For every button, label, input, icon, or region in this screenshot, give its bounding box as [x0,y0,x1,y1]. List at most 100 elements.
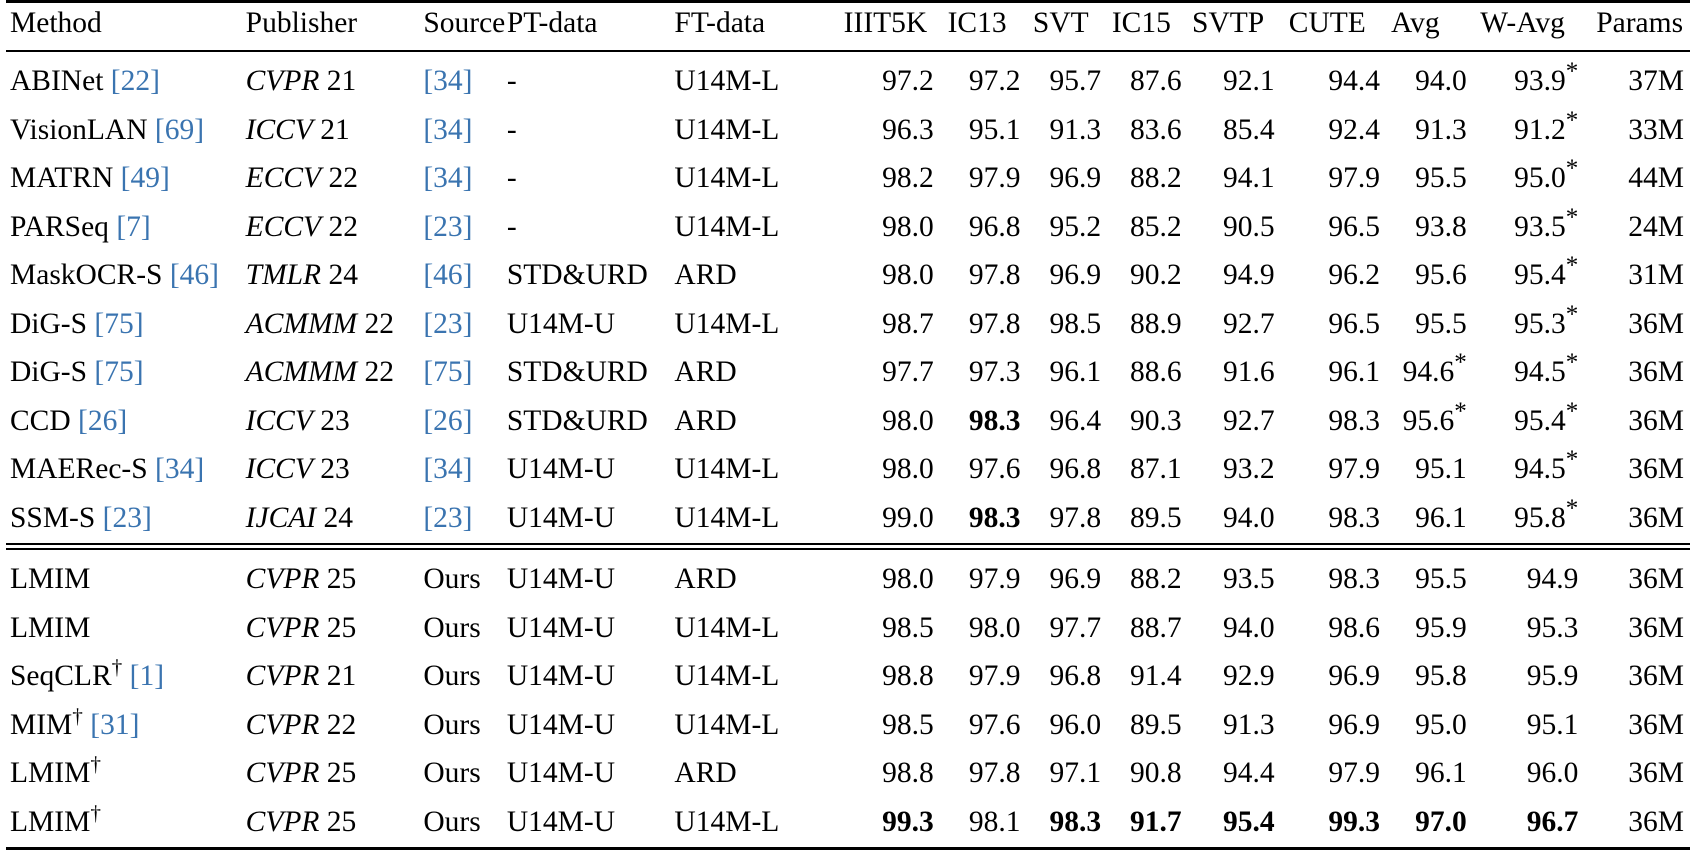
table-row[interactable]: SeqCLR† [1] CVPR 21 Ours U14M-U U14M-L 98.8 97… [6,653,1690,702]
citation-link[interactable]: [26] [423,404,473,437]
cell-cute: 98.3 [1328,501,1380,534]
table-row[interactable]: SSM-S [23] IJCAI 24 [23] U14M-U U14M-L 99.0 98… [6,494,1690,544]
cell-ic13: 95.1 [968,113,1021,146]
citation-link[interactable]: [23] [423,210,473,243]
cell-w-avg: 91.2* [1514,106,1579,146]
cell-avg: 94.0 [1415,65,1467,97]
citation-link[interactable]: [23] [423,501,473,534]
cell-svtp: 90.5 [1222,210,1275,243]
cell-ic15: 88.7 [1130,611,1182,644]
cell-source: Ours [423,708,481,741]
cell-svtp: 91.3 [1222,708,1275,741]
table-row[interactable]: ABINet [22] CVPR 21 [34] - U14M-L 97.2 97.2 95.… [6,58,1690,107]
table-row[interactable]: MATRN [49] ECCV 22 [34] - U14M-L 98.2 97.9 96.9… [6,155,1690,204]
cell-source: Ours [423,805,481,838]
section-divider-rule [6,542,1690,550]
cell-pt-data: STD&URD [506,356,648,388]
citation-link[interactable]: [1] [129,660,165,692]
table-row[interactable]: MaskOCR-S [46] TMLR 24 [46] STD&URD ARD 98.0 9… [6,252,1690,301]
table-row[interactable]: CCD [26] ICCV 23 [26] STD&URD ARD 98.0 98.3 96.… [6,397,1690,446]
table-row[interactable]: PARSeq [7] ECCV 22 [23] - U14M-L 98.0 96.8 95.2… [6,203,1690,252]
cell-svtp: 94.0 [1222,501,1275,534]
citation-link[interactable]: [23] [423,307,473,340]
cell-avg: 95.0 [1415,708,1467,741]
citation-link[interactable]: [75] [423,356,473,388]
table-row[interactable]: LMIM CVPR 25 Ours U14M-U U14M-L 98.5 98.0 97.7 8… [6,604,1690,653]
table-row[interactable]: LMIM† CVPR 25 Ours U14M-U U14M-L 99.3 98.1 98.3… [6,798,1690,848]
cell-pt-data: STD&URD [506,404,648,437]
cell-svt: 96.4 [1049,404,1102,437]
table-row[interactable]: MAERec-S [34] ICCV 23 [34] U14M-U U14M-L 98.0… [6,446,1690,495]
table-row[interactable]: DiG-S [75] ACMMM 22 [75] STD&URD ARD 97.7 97.3… [6,349,1690,398]
citation-link[interactable]: [34] [423,453,473,485]
citation-link[interactable]: [23] [102,501,152,534]
citation-link[interactable]: [34] [155,453,205,485]
cell-method: ABINet [22] [10,65,160,97]
cell-svtp: 94.9 [1222,259,1275,291]
cell-ic15: 88.2 [1130,563,1182,595]
cell-iiit5k: 98.0 [882,453,934,485]
cell-publisher: CVPR 25 [245,563,357,595]
cell-svtp: 93.2 [1222,453,1275,485]
cell-source: [34] [423,155,500,204]
cell-iiit5k: 97.2 [882,65,934,97]
column-header-w-avg: W-Avg [1480,7,1565,39]
cell-publisher: CVPR 21 [245,65,357,97]
citation-link[interactable]: [49] [120,162,170,194]
citation-link[interactable]: [75] [94,356,144,388]
cell-ic15: 83.6 [1130,113,1182,146]
cell-svt: 95.7 [1049,65,1102,97]
table-body: Method Publisher Source PT-data FT-data IIIT5… [6,0,1690,850]
column-header-ic13: IC13 [947,7,1007,39]
citation-link[interactable]: [46] [169,259,219,291]
cell-ic13: 98.3 [968,404,1021,437]
cell-ft-data: U14M-L [674,660,780,692]
citation-link[interactable]: [34] [423,162,473,194]
cell-method: MAERec-S [34] [10,453,205,485]
cell-params: 36M [1628,453,1684,485]
cell-ic13: 97.3 [968,356,1021,388]
citation-link[interactable]: [69] [154,113,205,146]
cell-ic13: 97.6 [968,708,1021,741]
asterisk-marker: * [1565,446,1579,474]
cell-w-avg: 95.8* [1514,494,1579,534]
cell-iiit5k: 96.3 [882,113,934,146]
cell-params: 36M [1628,356,1684,388]
citation-link[interactable]: [31] [90,708,140,741]
citation-link[interactable]: [34] [423,113,473,146]
asterisk-marker: * [1565,494,1579,522]
cell-params: 24M [1628,210,1684,243]
table-row[interactable]: MIM† [31] CVPR 22 Ours U14M-U U14M-L 98.5 97.6… [6,701,1690,750]
table-row[interactable]: VisionLAN [69] ICCV 21 [34] - U14M-L 96.3 95.1… [6,106,1690,155]
dagger-marker: † [111,655,123,680]
cell-source: [26] [423,397,500,446]
table-row[interactable]: DiG-S [75] ACMMM 22 [23] U14M-U U14M-L 98.7 97… [6,300,1690,349]
table-row[interactable]: LMIM CVPR 25 Ours U14M-U ARD 98.0 97.9 96.9 88.2… [6,556,1690,605]
cell-avg: 95.6* [1402,397,1467,437]
cell-ft-data: U14M-L [674,453,780,485]
cell-ic15: 91.4 [1130,660,1182,692]
cell-params: 33M [1628,113,1684,146]
column-header-ic15: IC15 [1111,7,1171,39]
cell-cute: 92.4 [1328,113,1380,146]
cell-params: 36M [1628,563,1684,595]
citation-link[interactable]: [22] [110,65,160,97]
cell-avg: 94.6* [1402,349,1467,388]
cell-w-avg: 95.4* [1514,397,1579,437]
citation-link[interactable]: [46] [423,259,473,291]
cell-params: 36M [1628,611,1684,644]
citation-link[interactable]: [26] [78,404,128,437]
cell-method: LMIM† [10,752,101,789]
cell-iiit5k: 98.2 [882,162,934,194]
citation-link[interactable]: [7] [116,210,151,243]
cell-ft-data: U14M-L [674,113,780,146]
cell-svt: 97.1 [1049,757,1102,789]
table-row[interactable]: LMIM† CVPR 25 Ours U14M-U ARD 98.8 97.8 97.1 90.… [6,750,1690,799]
cell-cute: 97.9 [1328,453,1380,485]
cell-avg: 95.8 [1415,660,1467,692]
table-top-rule [6,0,1690,4]
citation-link[interactable]: [34] [423,65,473,97]
citation-link[interactable]: [75] [94,307,144,340]
cell-method: VisionLAN [69] [10,113,205,146]
cell-pt-data: - [506,113,517,146]
